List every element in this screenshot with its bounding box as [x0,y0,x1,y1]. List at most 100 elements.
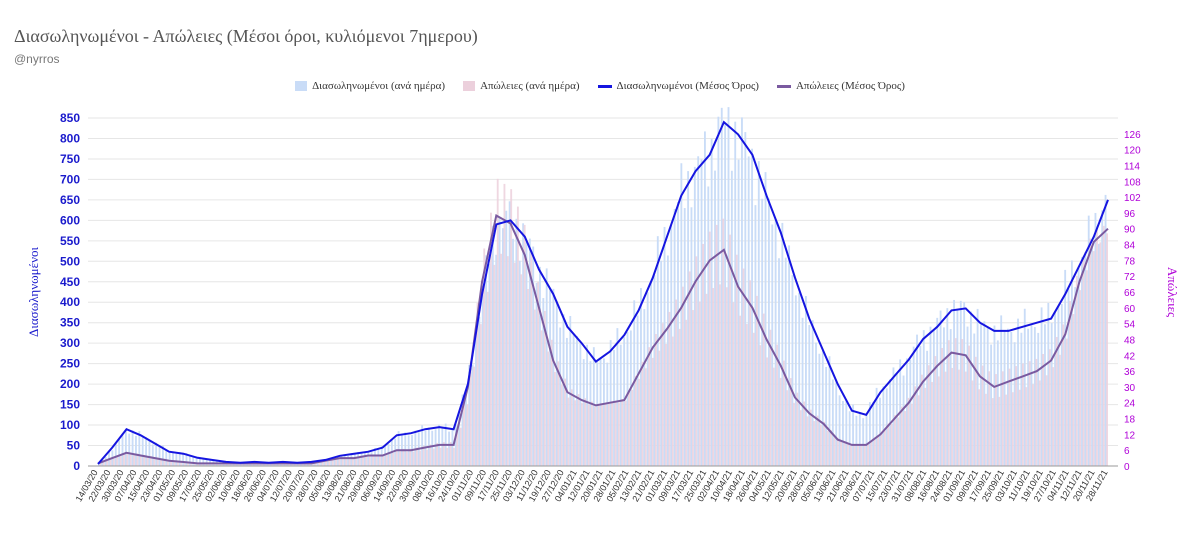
intubated-daily-bar [542,298,545,466]
y2-tick-label: 42 [1124,351,1136,362]
intubated-daily-bar [353,453,356,466]
intubated-daily-bar [666,255,669,466]
deaths-daily-bar [358,457,361,466]
deaths-daily-bar [506,256,509,466]
deaths-daily-bar [954,338,957,466]
legend-item-deaths-daily[interactable]: Απώλειες (ανά ημέρα) [463,80,580,92]
deaths-daily-bar [533,309,536,466]
intubated-daily-bar [441,428,444,466]
intubated-daily-bar [337,456,339,466]
intubated-daily-bar [720,107,723,467]
y2-tick-label: 54 [1124,320,1136,331]
deaths-daily-bar [1079,290,1082,466]
intubated-daily-bar [879,397,881,466]
deaths-daily-bar [968,345,970,466]
intubated-daily-bar [363,452,366,466]
deaths-daily-bar [819,425,822,466]
deaths-daily-bar [537,281,540,466]
deaths-daily-bar [550,339,553,466]
y2-tick-label: 72 [1124,272,1136,283]
intubated-daily-bar [616,328,619,466]
intubated-daily-bar [128,433,131,466]
deaths-daily-bar [698,301,701,466]
intubated-daily-bar [943,327,945,466]
deaths-daily-bar [745,324,748,466]
intubated-daily-bar [161,445,164,466]
intubated-daily-bar [175,453,178,466]
intubated-daily-bar [121,433,124,466]
intubated-daily-bar [599,358,602,466]
intubated-daily-bar [384,445,387,466]
intubated-daily-bar [764,172,767,466]
intubated-daily-bar [451,428,454,466]
deaths-daily-bar [574,400,577,466]
intubated-daily-bar [1033,327,1036,466]
y-tick-label: 400 [60,295,80,309]
y2-tick-label: 18 [1124,415,1136,426]
intubated-daily-bar [922,330,925,466]
intubated-daily-bar [872,402,875,466]
intubated-daily-bar [613,349,615,466]
deaths-daily-bar [193,463,196,466]
deaths-daily-bar [409,448,412,466]
intubated-daily-bar [1094,212,1097,466]
deaths-daily-bar [230,462,233,466]
intubated-daily-bar [798,292,801,466]
y-tick-label: 650 [60,193,80,207]
y2-tick-label: 6 [1124,446,1130,457]
y2-tick-label: 96 [1124,209,1136,220]
deaths-daily-bar [887,423,890,466]
deaths-daily-bar [156,457,159,466]
deaths-daily-bar [473,366,476,466]
intubated-daily-bar [589,361,592,466]
deaths-daily-bar [251,462,253,466]
legend-swatch [597,84,612,88]
y2-tick-label: 126 [1124,130,1141,141]
intubated-daily-bar [828,356,831,466]
intubated-daily-bar [397,431,400,466]
deaths-daily-bar [863,444,866,466]
deaths-daily-bar [1099,242,1102,466]
y2-tick-label: 24 [1124,399,1136,410]
y-tick-label: 800 [60,131,80,145]
deaths-daily-bar [735,254,738,466]
intubated-daily-bar [330,458,333,466]
deaths-daily-bar [146,457,149,466]
deaths-daily-bar [136,453,139,466]
intubated-daily-bar [236,462,238,466]
deaths-daily-bar [846,444,849,466]
deaths-daily-bar [277,463,280,466]
intubated-daily-bar [939,310,942,466]
legend-label: Διασωληνωμένοι (Μέσος Όρος) [616,80,759,92]
deaths-daily-bar [591,401,593,466]
intubated-daily-bar [801,317,804,466]
intubated-daily-bar [333,456,336,466]
intubated-daily-bar [1010,331,1013,466]
intubated-daily-bar [956,308,959,466]
deaths-daily-bar [560,384,563,466]
deaths-daily-bar [779,377,782,466]
intubated-daily-bar [791,275,794,466]
deaths-daily-bar [284,463,287,466]
chart-legend: Διασωληνωμένοι (ανά ημέρα) Απώλειες (ανά… [0,80,1200,92]
intubated-daily-bar [555,300,558,466]
deaths-daily-bar [692,310,694,466]
y-tick-label: 200 [60,377,80,391]
intubated-daily-bar [414,430,417,466]
deaths-daily-bar [500,253,502,466]
legend-item-intubated-avg[interactable]: Διασωληνωμένοι (Μέσος Όρος) [597,80,759,92]
legend-item-deaths-avg[interactable]: Απώλειες (Μέσος Όρος) [776,80,905,92]
deaths-daily-bar [308,463,311,466]
deaths-daily-bar [1005,394,1007,466]
intubated-daily-bar [370,452,373,466]
deaths-daily-bar [914,386,917,466]
intubated-daily-bar [767,198,770,466]
intubated-daily-bar [576,336,578,466]
deaths-daily-bar [1096,229,1098,466]
intubated-daily-bar [565,337,568,466]
deaths-daily-bar [1038,380,1041,466]
intubated-daily-bar [525,242,528,466]
legend-item-intubated-daily[interactable]: Διασωληνωμένοι (ανά ημέρα) [295,80,445,92]
deaths-daily-bar [742,268,745,466]
intubated-daily-bar [1040,307,1043,466]
